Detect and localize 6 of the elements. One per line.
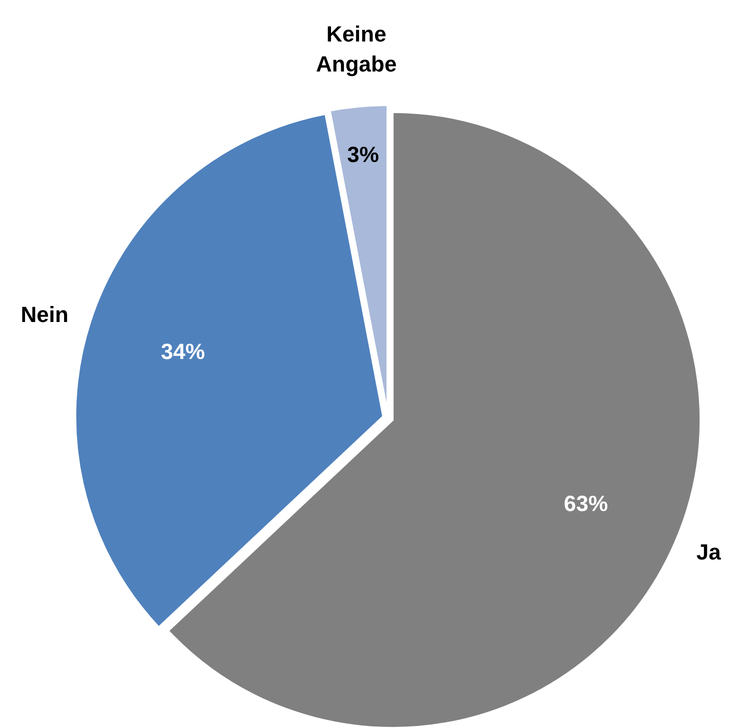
slice-label: Keine Angabe bbox=[316, 20, 397, 76]
data-label: 34% bbox=[160, 338, 205, 364]
data-label: 3% bbox=[347, 142, 379, 167]
data-label: 63% bbox=[564, 491, 608, 516]
slice-label: Nein bbox=[20, 302, 68, 327]
slice-label: Ja bbox=[696, 538, 722, 564]
